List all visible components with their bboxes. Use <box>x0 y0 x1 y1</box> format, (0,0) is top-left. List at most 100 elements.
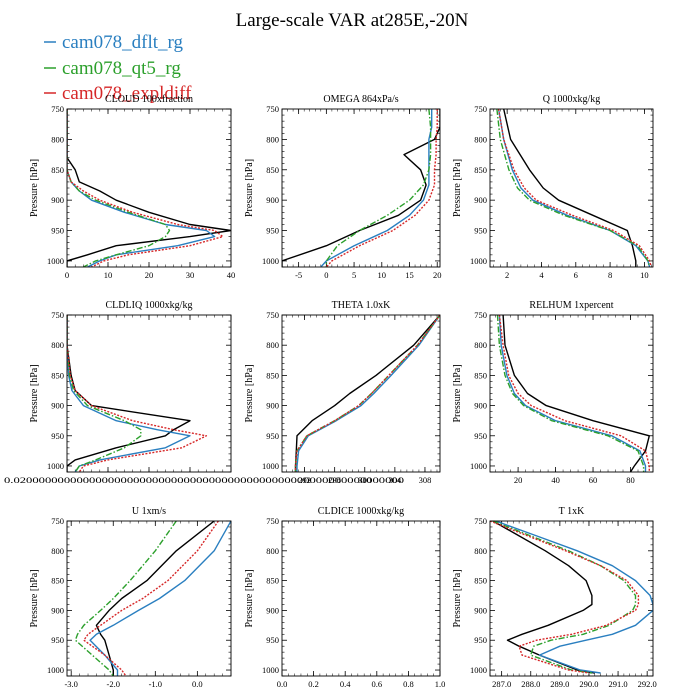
ytick-label: 950 <box>266 226 279 236</box>
xtick-label: 6 <box>574 270 578 280</box>
ytick-label: 750 <box>266 516 279 526</box>
panel-ylabel-8: Pressure [hPa] <box>452 569 463 627</box>
panel-ylabel-4: Pressure [hPa] <box>244 364 255 422</box>
panel-ylabel-6: Pressure [hPa] <box>29 569 40 627</box>
ytick-label: 750 <box>51 516 64 526</box>
ytick-label: 1000 <box>470 665 487 675</box>
xtick-overflow-label: 0.02000000000000000000000000000000000000… <box>4 475 404 485</box>
panel-frame-1 <box>281 108 441 268</box>
panel-ylabel-3: Pressure [hPa] <box>29 364 40 422</box>
panel-series-3 <box>67 315 208 472</box>
ytick-label: 850 <box>474 370 487 380</box>
panel-ylabel-7: Pressure [hPa] <box>244 569 255 627</box>
ytick-label: 950 <box>51 431 64 441</box>
legend: cam078_dflt_rg cam078_qt5_rg cam078_expldi… <box>44 32 192 104</box>
series-line-expl <box>67 315 208 472</box>
ytick-label: 900 <box>474 195 487 205</box>
xtick-label: 40 <box>227 270 236 280</box>
ytick-label: 800 <box>474 546 487 556</box>
ytick-label: 850 <box>266 370 279 380</box>
ytick-label: 800 <box>51 134 64 144</box>
panel-frame-6 <box>66 520 232 677</box>
ytick-label: 850 <box>474 576 487 586</box>
ytick-label: 750 <box>474 104 487 114</box>
panel-5: RELHUM 1xpercent Pressure [hPa] 750 800 850 9… <box>452 300 654 485</box>
ytick-label: 750 <box>474 516 487 526</box>
panel-frame-0 <box>66 108 232 268</box>
ytick-label: 800 <box>51 546 64 556</box>
series-line-qt5 <box>496 315 645 472</box>
panel-ylabel-5: Pressure [hPa] <box>452 364 463 422</box>
xtick-label: 292 <box>298 475 311 485</box>
legend-entry-2: cam078_expldiff <box>44 83 192 104</box>
ytick-label: 800 <box>266 134 279 144</box>
xtick-label: 20 <box>145 270 154 280</box>
xtick-label: 288.0 <box>521 679 540 689</box>
xtick-label: 0.8 <box>403 679 414 689</box>
series-line-dflt <box>498 315 647 472</box>
legend-entry-1: cam078_qt5_rg <box>44 58 181 79</box>
series-line-expl <box>498 315 650 472</box>
ytick-label: 850 <box>51 576 64 586</box>
panel-series-0 <box>67 109 231 267</box>
ytick-label: 850 <box>51 165 64 175</box>
xtick-label: 30 <box>186 270 195 280</box>
series-line-qt5 <box>74 521 177 676</box>
ytick-label: 950 <box>474 226 487 236</box>
series-line-expl <box>325 109 438 267</box>
panel-frame-5 <box>489 314 654 473</box>
xtick-label: 8 <box>608 270 612 280</box>
series-line-expl <box>490 521 640 674</box>
panel-title-2: Q 1000xkg/kg <box>543 94 601 105</box>
ytick-label: 1000 <box>470 256 487 266</box>
panel-title-3: CLDLIQ 1000xkg/kg <box>106 300 193 311</box>
ytick-label: 800 <box>474 340 487 350</box>
series-line-qt5 <box>496 109 651 267</box>
xtick-label: 0 <box>65 270 69 280</box>
ytick-label: 900 <box>51 195 64 205</box>
ytick-label: 1000 <box>47 256 64 266</box>
panel-title-8: T 1xK <box>559 506 585 517</box>
ytick-label: 1000 <box>47 461 64 471</box>
ytick-label: 850 <box>266 576 279 586</box>
xtick-label: 292.0 <box>638 679 657 689</box>
ytick-label: 1000 <box>262 665 279 675</box>
ytick-label: 950 <box>474 635 487 645</box>
panel-frame-7 <box>281 520 441 677</box>
panel-6: U 1xm/s Pressure [hPa] 750 800 850 900 950 1000… <box>29 506 232 689</box>
panel-ylabel-1: Pressure [hPa] <box>244 159 255 217</box>
xtick-label: -5 <box>295 270 302 280</box>
series-line-expl <box>83 521 219 676</box>
series-line-expl <box>67 109 224 267</box>
ytick-label: 750 <box>51 310 64 320</box>
ytick-label: 950 <box>51 226 64 236</box>
ytick-label: 900 <box>51 401 64 411</box>
figure-title: Large-scale VAR at285E,-20N <box>236 10 469 31</box>
ytick-label: 1000 <box>47 665 64 675</box>
xtick-label: 308 <box>419 475 432 485</box>
panel-2: Q 1000xkg/kg Pressure [hPa] 750 800 850 900 95… <box>452 94 654 280</box>
panel-7: CLDICE 1000xkg/kg Pressure [hPa] 750 800 850… <box>244 506 445 689</box>
series-line-dflt <box>320 109 433 267</box>
panel-series-6 <box>74 521 231 676</box>
xtick-label: 5 <box>352 270 356 280</box>
ytick-label: 900 <box>474 401 487 411</box>
ytick-label: 900 <box>266 605 279 615</box>
ytick-label: 800 <box>474 134 487 144</box>
xtick-label: 1.0 <box>435 679 446 689</box>
series-line-dflt <box>67 109 216 267</box>
series-line-obs <box>294 315 440 472</box>
xtick-label: -2.0 <box>107 679 120 689</box>
ytick-label: 900 <box>474 605 487 615</box>
xtick-label: 291.0 <box>609 679 628 689</box>
xtick-label: 289.0 <box>550 679 569 689</box>
xtick-label: 2 <box>505 270 509 280</box>
panel-frame-4 <box>281 314 441 473</box>
ytick-label: 750 <box>266 310 279 320</box>
series-line-obs <box>503 109 637 267</box>
panel-0: CLOUD 100xfraction Pressure [hPa] 750 800 85… <box>29 94 235 280</box>
panel-ylabel-2: Pressure [hPa] <box>452 159 463 217</box>
ytick-label: 850 <box>51 370 64 380</box>
